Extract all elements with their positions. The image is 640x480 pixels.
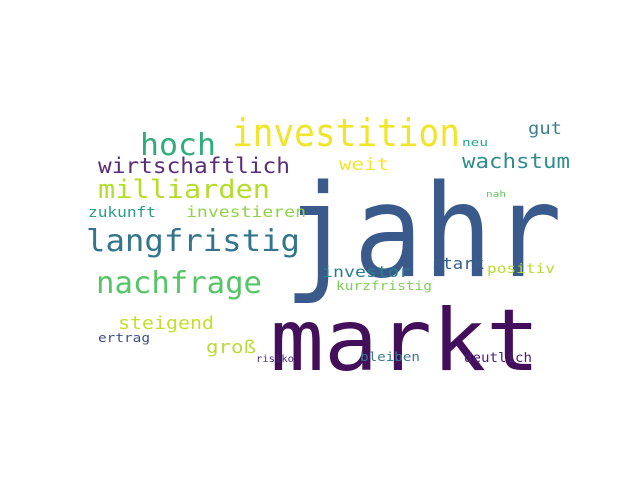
word-wirtschaftlich: wirtschaftlich <box>98 154 290 178</box>
word-jahr: jahr <box>284 158 562 307</box>
word-risiko: risiko <box>256 354 294 365</box>
word-milliarden: milliarden <box>98 175 270 205</box>
word-investieren: investieren <box>186 203 306 221</box>
word-zukunft: zukunft <box>88 205 156 221</box>
word-nah: nah <box>486 190 506 200</box>
word-neu: neu <box>462 136 488 149</box>
word-langfristig: langfristig <box>86 224 300 259</box>
word-stark: stark <box>432 254 484 273</box>
word-kurzfristig: kurzfristig <box>336 279 432 293</box>
word-bleiben: bleiben <box>360 350 420 364</box>
word-steigend: steigend <box>118 313 214 334</box>
word-wachstum: wachstum <box>462 149 570 173</box>
word-investition: investition <box>232 111 460 155</box>
word-gut: gut <box>528 119 562 139</box>
word-gross: groß <box>206 337 256 358</box>
word-nachfrage: nachfrage <box>96 266 262 301</box>
word-markt: markt <box>270 291 540 391</box>
word-positiv: positiv <box>487 262 555 277</box>
word-weit: weit <box>339 155 389 175</box>
word-ertrag: ertrag <box>98 331 150 345</box>
word-deutlich: deutlich <box>464 351 532 366</box>
word-hoch: hoch <box>140 128 216 163</box>
word-investor: investor <box>322 263 410 281</box>
